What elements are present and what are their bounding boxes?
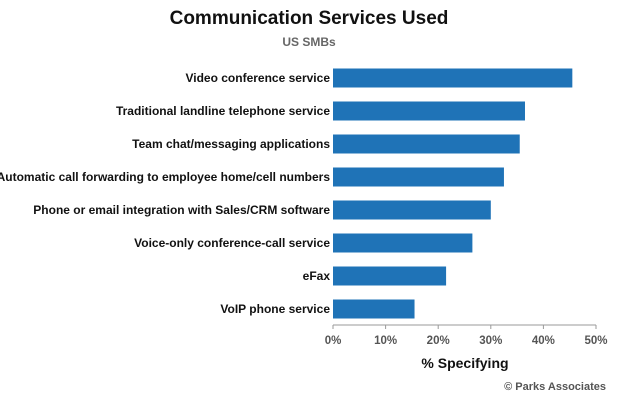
x-tick-label: 30% — [479, 335, 502, 347]
category-label: Automatic call forwarding to employee ho… — [0, 170, 330, 184]
category-labels-group: Video conference service Traditional land… — [0, 71, 330, 316]
bar — [333, 299, 415, 319]
source-credit: © Parks Associates — [504, 381, 606, 393]
category-label: Team chat/messaging applications — [132, 137, 330, 151]
x-tick-label: 40% — [532, 335, 555, 347]
category-label: Traditional landline telephone service — [116, 104, 330, 118]
bars-group — [333, 68, 573, 319]
bar — [333, 167, 504, 187]
bar — [333, 200, 491, 220]
x-axis-label: % Specifying — [421, 355, 508, 371]
bar — [333, 101, 525, 121]
category-label: eFax — [303, 269, 331, 283]
x-tick-label: 0% — [325, 335, 342, 347]
chart-title: Communication Services Used — [170, 8, 449, 29]
x-ticks-group: 0% 10% 20% 30% 40% 50% — [325, 325, 608, 347]
bar — [333, 266, 447, 286]
category-label: Video conference service — [185, 71, 330, 85]
x-tick-label: 10% — [374, 335, 397, 347]
x-tick-label: 20% — [427, 335, 450, 347]
category-label: Voice-only conference-call service — [134, 236, 330, 250]
bar — [333, 68, 573, 88]
bar — [333, 233, 473, 253]
bar — [333, 134, 520, 154]
category-label: VoIP phone service — [220, 302, 330, 316]
category-label: Phone or email integration with Sales/CR… — [33, 203, 330, 217]
chart-subtitle: US SMBs — [282, 35, 336, 49]
x-tick-label: 50% — [584, 335, 607, 347]
